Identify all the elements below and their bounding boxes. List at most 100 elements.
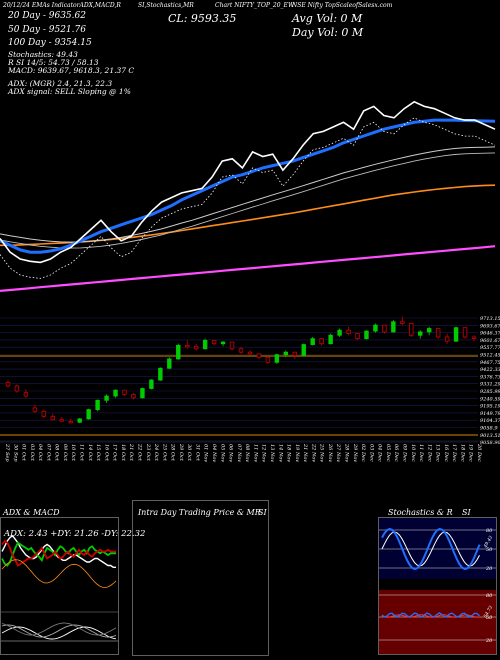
ma-line-price-dotted: [0, 117, 496, 279]
candle-body: [364, 330, 369, 340]
stoch-tick-label: 50: [486, 547, 493, 553]
ema50-label: 50 Day - 9521.76: [8, 25, 86, 35]
date-label: 13 Nov: [269, 444, 275, 462]
date-label: 09 Dec: [402, 444, 408, 462]
stoch-tick-label: 20: [485, 566, 493, 572]
date-label: 14 Oct: [87, 444, 93, 462]
candle-body: [220, 341, 226, 345]
date-label: 06 Dec: [393, 444, 399, 462]
candle-body: [167, 358, 172, 369]
candle-body: [50, 415, 56, 421]
candle-body: [122, 389, 127, 395]
header-title-line: 20/12/24 EMAs IndicatorADX,MACD,R: [3, 2, 121, 9]
date-label: 10 Dec: [410, 444, 416, 462]
date-label: 08 Oct: [54, 444, 60, 462]
candle-body: [59, 419, 64, 422]
candle-body: [193, 345, 199, 350]
candle-body: [453, 327, 459, 342]
macd-label: MACD: 9639.67, 9618.3, 21.37 C: [8, 66, 135, 75]
date-label: 28 Oct: [170, 443, 176, 462]
stochastics-label: Stochastics: 49.43: [8, 50, 78, 59]
date-label: 30 Oct: [186, 444, 192, 462]
candle-body: [5, 382, 11, 387]
intraday-panel-title: Intra Day Trading Price & MR: [138, 508, 261, 517]
date-label: 30 Sep: [12, 444, 18, 462]
close-label: CL: 9593.35: [168, 12, 237, 25]
candle-body: [32, 407, 38, 412]
candle-axis-label: 9058.90: [480, 440, 500, 446]
candle-axis-label: 9195.19: [480, 404, 500, 410]
date-label: 18 Dec: [459, 444, 465, 462]
date-label: 03 Oct: [29, 444, 35, 462]
candle-body: [274, 354, 280, 363]
date-label: 15 Oct: [95, 444, 101, 462]
ema100-label: 100 Day - 9354.15: [8, 38, 92, 48]
stoch-background: [379, 518, 496, 579]
candle-axis-label: 9422.33: [480, 367, 500, 373]
candle-body: [426, 328, 432, 333]
candle-body: [301, 344, 306, 356]
date-label: 25 Nov: [319, 443, 325, 462]
date-label: 18 Nov: [286, 444, 292, 462]
candle-body: [283, 351, 289, 356]
candle-body: [211, 339, 217, 345]
adx-signal-label: ADX signal: SELL Sloping @ 1%: [8, 87, 131, 96]
date-label: 12 Nov: [261, 444, 267, 462]
ma-line-20-day: [0, 118, 496, 254]
candle-body: [247, 351, 253, 355]
rsi-tick-label: 50: [486, 615, 493, 621]
candle-body: [238, 348, 244, 353]
date-label: 17 Oct: [112, 444, 118, 462]
date-label: 03 Dec: [368, 444, 374, 462]
candle-body: [202, 339, 208, 350]
candle-axis-label: 9512.45: [480, 353, 500, 359]
candle-body: [319, 338, 324, 345]
date-label: 12 Dec: [426, 444, 432, 462]
candle-body: [337, 329, 342, 336]
candle-body: [149, 379, 154, 389]
rsi-line-signal: [381, 614, 480, 618]
date-label: 04 Nov: [211, 444, 217, 462]
candle-body: [41, 410, 47, 417]
date-label: 22 Nov: [310, 443, 316, 462]
date-label: 13 Dec: [435, 444, 441, 462]
intraday-panel-si: SI: [258, 508, 267, 517]
date-label: 27 Sep: [4, 443, 10, 462]
candle-body: [265, 356, 271, 363]
date-label: 01 Oct: [21, 444, 27, 462]
rsi-value-label: 54.73: [483, 605, 495, 619]
candle-body: [256, 353, 262, 358]
candle-axis-label: 9557.77: [480, 345, 500, 351]
candle-body: [382, 324, 387, 333]
ma-line-band: [0, 152, 496, 249]
header-title-line2: SI,Stochastics,MR: [138, 2, 194, 9]
candle-body: [77, 418, 82, 423]
stoch-tick-label: 80: [486, 528, 493, 534]
date-label: 07 Nov: [236, 444, 242, 462]
date-label: 16 Dec: [443, 444, 449, 462]
date-label: 07 Oct: [45, 444, 51, 462]
ma-line-100-day: [0, 184, 496, 247]
candle-body: [86, 409, 91, 420]
ma-line-50-day: [0, 146, 496, 243]
candle-body: [471, 336, 477, 339]
candle-body: [14, 385, 20, 392]
date-label: 05 Dec: [385, 444, 391, 462]
candle-body: [185, 345, 190, 348]
candle-axis-label: 9240.59: [480, 396, 500, 402]
candle-body: [409, 323, 414, 336]
date-label: 23 Oct: [145, 443, 151, 462]
date-label: 21 Nov: [302, 443, 308, 462]
candle-body: [435, 328, 441, 338]
date-label: 31 Oct: [195, 444, 201, 462]
stoch-rsi-panel-frame: [378, 517, 497, 655]
date-label: 19 Nov: [294, 444, 300, 462]
date-label: 04 Oct: [37, 444, 43, 462]
macd-line: [1, 626, 117, 640]
date-label: 06 Nov: [228, 444, 234, 462]
date-label: 01 Nov: [203, 444, 209, 462]
date-label: 19 Dec: [468, 444, 474, 462]
date-label: 16 Oct: [103, 444, 109, 462]
candle-axis-label: 9376.73: [480, 374, 500, 380]
candle-axis-label: 9058.9: [480, 426, 498, 432]
